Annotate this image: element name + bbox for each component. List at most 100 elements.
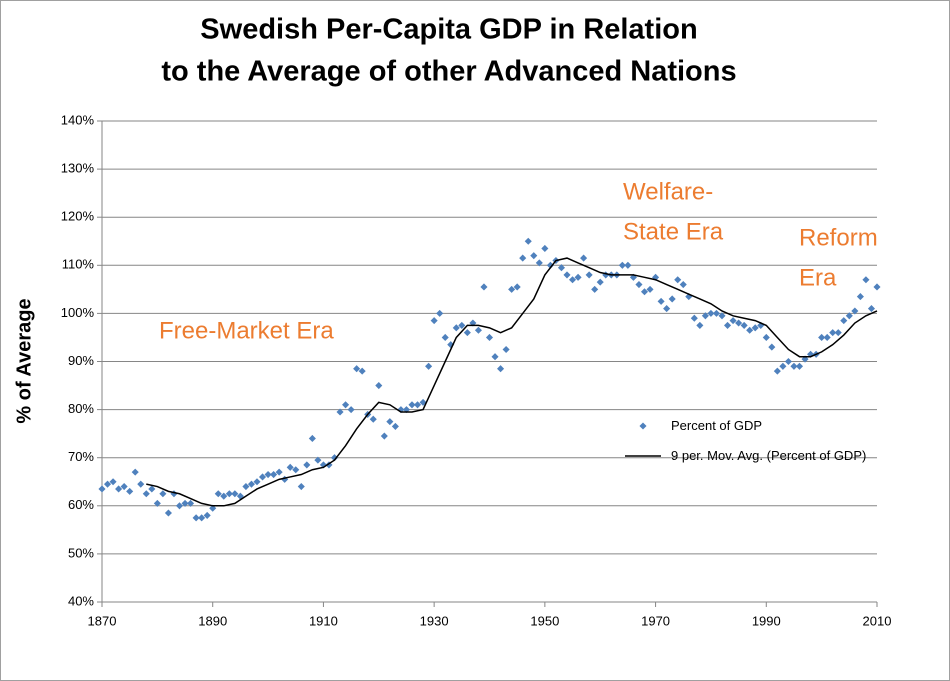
data-point — [519, 254, 527, 262]
y-tick-label: 70% — [68, 449, 94, 464]
data-point — [275, 468, 283, 476]
data-point — [707, 309, 715, 317]
data-point — [98, 485, 106, 493]
data-point — [735, 319, 743, 327]
x-tick-label: 1930 — [420, 613, 449, 628]
data-point — [369, 415, 377, 423]
data-point — [436, 309, 444, 317]
annotation: State Era — [623, 218, 724, 245]
data-point — [303, 461, 311, 469]
data-point — [115, 485, 123, 493]
data-point — [635, 281, 643, 289]
data-point — [109, 478, 117, 486]
data-point — [829, 329, 837, 337]
y-tick-label: 140% — [61, 112, 95, 127]
data-point — [463, 329, 471, 337]
data-point — [164, 509, 172, 517]
data-point — [126, 487, 134, 495]
data-point — [530, 252, 538, 260]
data-point — [480, 283, 488, 291]
data-point — [580, 254, 588, 262]
data-point — [640, 288, 649, 296]
data-point — [823, 333, 831, 341]
data-point — [696, 321, 704, 329]
data-point — [840, 317, 848, 325]
data-point — [502, 345, 510, 354]
data-point — [591, 285, 599, 293]
data-point — [347, 406, 355, 414]
data-point — [270, 470, 278, 479]
data-point — [563, 271, 571, 279]
data-point — [159, 490, 167, 498]
data-point — [441, 333, 449, 341]
data-point — [181, 499, 189, 507]
y-tick-label: 120% — [61, 209, 95, 224]
data-point — [131, 468, 139, 476]
data-point — [220, 492, 228, 500]
data-point — [491, 353, 499, 361]
x-tick-label: 1950 — [530, 613, 559, 628]
data-point — [308, 434, 316, 442]
data-point — [524, 237, 532, 245]
data-point — [718, 312, 726, 320]
data-point — [497, 365, 505, 373]
legend-symbol — [625, 455, 661, 457]
data-point — [668, 295, 676, 303]
legend-marker — [639, 422, 647, 430]
data-point — [585, 271, 593, 279]
data-point — [414, 401, 422, 409]
data-point — [214, 490, 222, 498]
data-point — [458, 321, 466, 329]
data-point — [773, 367, 781, 375]
data-point — [746, 326, 754, 334]
legend-symbol — [639, 422, 647, 430]
x-tick-label: 1970 — [641, 613, 670, 628]
data-point — [187, 499, 195, 507]
data-point — [297, 483, 305, 491]
x-tick-label: 1990 — [752, 613, 781, 628]
data-point — [674, 276, 682, 284]
chart-title-line: Swedish Per-Capita GDP in Relation — [200, 14, 697, 46]
data-point — [845, 312, 853, 320]
legend-entry: Percent of GDP — [623, 417, 879, 435]
data-point — [247, 480, 255, 488]
data-point — [142, 490, 150, 498]
legend-label: Percent of GDP — [671, 418, 763, 433]
y-tick-label: 60% — [68, 497, 94, 512]
data-point — [192, 514, 200, 522]
data-point — [724, 321, 732, 329]
data-point — [264, 470, 272, 479]
data-point — [391, 422, 399, 430]
data-point — [762, 333, 770, 341]
data-point — [386, 418, 394, 426]
data-point — [137, 480, 145, 488]
data-point — [292, 466, 300, 474]
data-point — [779, 362, 787, 370]
y-tick-label: 90% — [68, 353, 94, 368]
data-point — [336, 408, 344, 416]
y-tick-label: 40% — [68, 593, 94, 608]
annotation: Era — [799, 264, 837, 291]
data-point — [375, 382, 383, 390]
data-point — [574, 273, 582, 281]
y-tick-label: 80% — [68, 401, 94, 416]
data-point — [818, 333, 826, 341]
data-point — [330, 454, 339, 462]
legend: Percent of GDP 9 per. Mov. Avg. (Percent … — [623, 417, 879, 477]
data-point — [104, 480, 112, 488]
data-point — [867, 305, 875, 313]
y-tick-label: 100% — [61, 305, 95, 320]
data-point — [231, 490, 239, 498]
data-point — [740, 321, 748, 329]
y-tick-label: 130% — [61, 161, 95, 176]
legend-label: 9 per. Mov. Avg. (Percent of GDP) — [671, 448, 867, 463]
data-point — [768, 343, 776, 351]
moving-average-line — [146, 257, 878, 507]
x-tick-label: 1890 — [198, 613, 227, 628]
data-point — [679, 281, 687, 289]
data-point — [873, 283, 881, 291]
data-point — [751, 324, 759, 332]
data-point — [242, 483, 250, 491]
x-tick-label: 1910 — [309, 613, 338, 628]
